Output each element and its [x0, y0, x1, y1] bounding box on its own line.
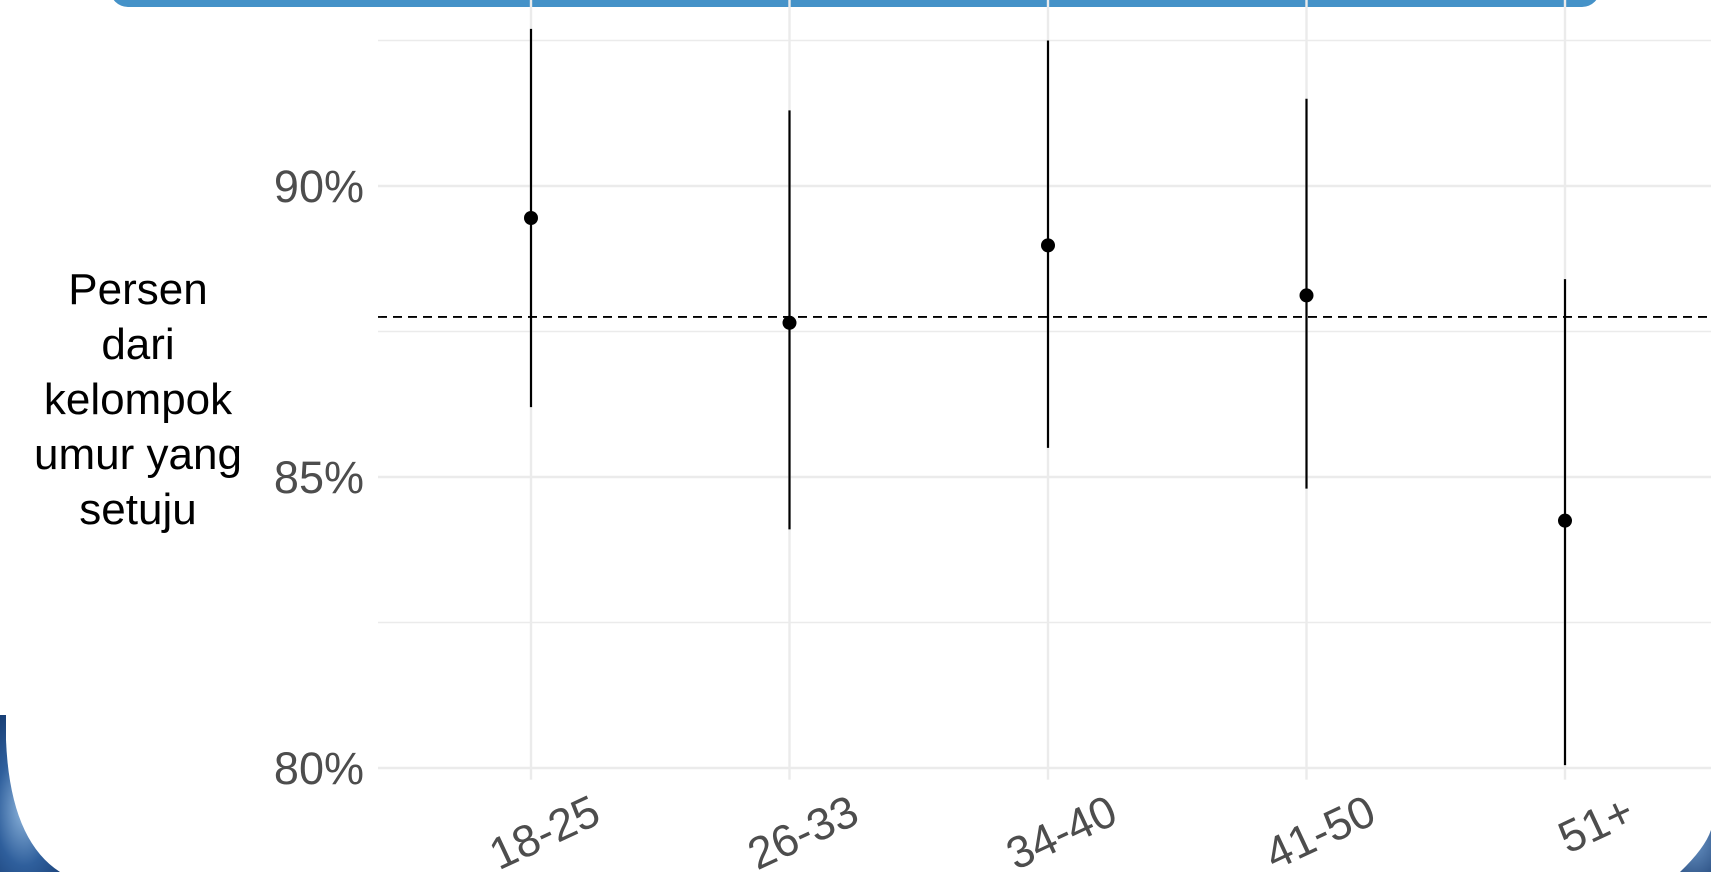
x-tick-label-51+: 51+ [1550, 785, 1641, 863]
y-axis-label-line: dari [101, 320, 175, 369]
x-tick-label-34-40: 34-40 [998, 785, 1124, 872]
data-point-26-33 [782, 315, 797, 330]
y-axis-label-line: setuju [79, 485, 197, 534]
y-axis-label-line: umur yang [34, 430, 242, 479]
y-tick-label: 90% [274, 161, 364, 212]
y-axis-label-line: Persen [68, 265, 208, 314]
x-tick-label-26-33: 26-33 [740, 785, 866, 872]
x-tick-label-18-25: 18-25 [481, 785, 607, 872]
data-layer [524, 28, 1572, 766]
grid-layer [378, 0, 1711, 780]
y-axis-label: Persen dari kelompok umur yang setuju [8, 262, 268, 537]
data-point-41-50 [1299, 288, 1314, 303]
x-axis-ticks: 18-25 26-33 34-40 41-50 51+ [481, 785, 1641, 872]
y-tick-label: 85% [274, 452, 364, 503]
y-axis-label-line: kelompok [43, 375, 233, 424]
top-banner [113, 0, 1597, 7]
x-tick-label-41-50: 41-50 [1257, 785, 1383, 872]
white-card [6, 0, 1711, 872]
data-point-51+ [1558, 513, 1572, 528]
data-point-34-40 [1041, 238, 1055, 253]
y-tick-label: 80% [274, 743, 364, 794]
data-point-18-25 [524, 211, 538, 226]
y-axis-ticks: 80% 85% 90% [274, 161, 364, 794]
